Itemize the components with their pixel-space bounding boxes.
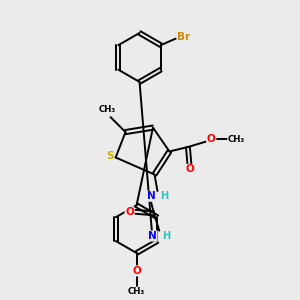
Text: O: O bbox=[125, 207, 134, 217]
Text: Br: Br bbox=[178, 32, 190, 42]
Text: O: O bbox=[132, 266, 141, 276]
Text: H: H bbox=[160, 191, 168, 201]
Text: H: H bbox=[162, 231, 170, 241]
Text: O: O bbox=[185, 164, 194, 174]
Text: S: S bbox=[106, 151, 113, 161]
Text: CH₃: CH₃ bbox=[99, 105, 116, 114]
Text: CH₃: CH₃ bbox=[228, 135, 245, 144]
Text: N: N bbox=[148, 231, 157, 241]
Text: N: N bbox=[146, 191, 155, 201]
Text: O: O bbox=[207, 134, 216, 144]
Text: CH₃: CH₃ bbox=[128, 287, 145, 296]
